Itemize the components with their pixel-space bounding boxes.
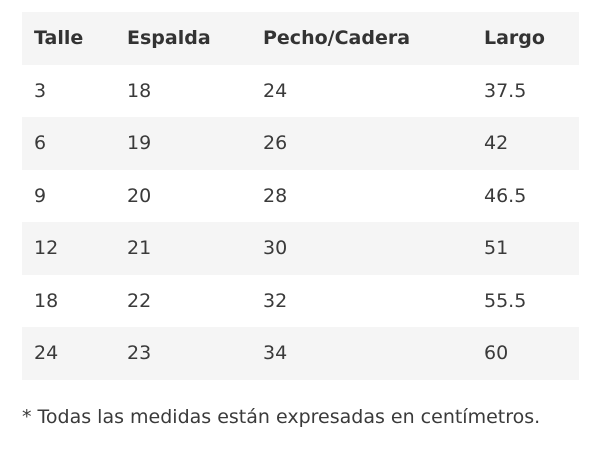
- cell-pecho-cadera: 34: [263, 342, 288, 365]
- cell-largo: 51: [484, 237, 509, 260]
- cell-pecho-cadera: 28: [263, 184, 288, 207]
- header-largo: Largo: [484, 27, 545, 50]
- table-row: 9 20 28 46.5: [22, 170, 579, 223]
- table-header-row: Talle Espalda Pecho/Cadera Largo: [22, 12, 579, 65]
- table-row: 3 18 24 37.5: [22, 65, 579, 118]
- cell-pecho-cadera: 32: [263, 289, 288, 312]
- cell-espalda: 23: [127, 342, 152, 365]
- table-row: 6 19 26 42: [22, 117, 579, 170]
- cell-pecho-cadera: 24: [263, 79, 288, 102]
- cell-talle: 24: [34, 342, 59, 365]
- cell-espalda: 21: [127, 237, 152, 260]
- cell-espalda: 19: [127, 132, 152, 155]
- cell-largo: 37.5: [484, 79, 527, 102]
- header-talle: Talle: [34, 27, 84, 50]
- table-row: 12 21 30 51: [22, 222, 579, 275]
- cell-espalda: 22: [127, 289, 152, 312]
- cell-talle: 12: [34, 237, 59, 260]
- cell-largo: 60: [484, 342, 509, 365]
- measurements-footnote: * Todas las medidas están expresadas en …: [22, 406, 541, 428]
- header-pecho-cadera: Pecho/Cadera: [263, 27, 411, 50]
- header-espalda: Espalda: [127, 27, 211, 50]
- cell-espalda: 20: [127, 184, 152, 207]
- table-row: 18 22 32 55.5: [22, 275, 579, 328]
- cell-largo: 46.5: [484, 184, 527, 207]
- table-row: 24 23 34 60: [22, 327, 579, 380]
- cell-talle: 6: [34, 132, 47, 155]
- size-chart-table: Talle Espalda Pecho/Cadera Largo 3 18 24…: [22, 12, 579, 380]
- cell-largo: 55.5: [484, 289, 527, 312]
- cell-talle: 18: [34, 289, 59, 312]
- cell-talle: 9: [34, 184, 47, 207]
- cell-espalda: 18: [127, 79, 152, 102]
- cell-talle: 3: [34, 79, 47, 102]
- cell-pecho-cadera: 30: [263, 237, 288, 260]
- cell-largo: 42: [484, 132, 509, 155]
- cell-pecho-cadera: 26: [263, 132, 288, 155]
